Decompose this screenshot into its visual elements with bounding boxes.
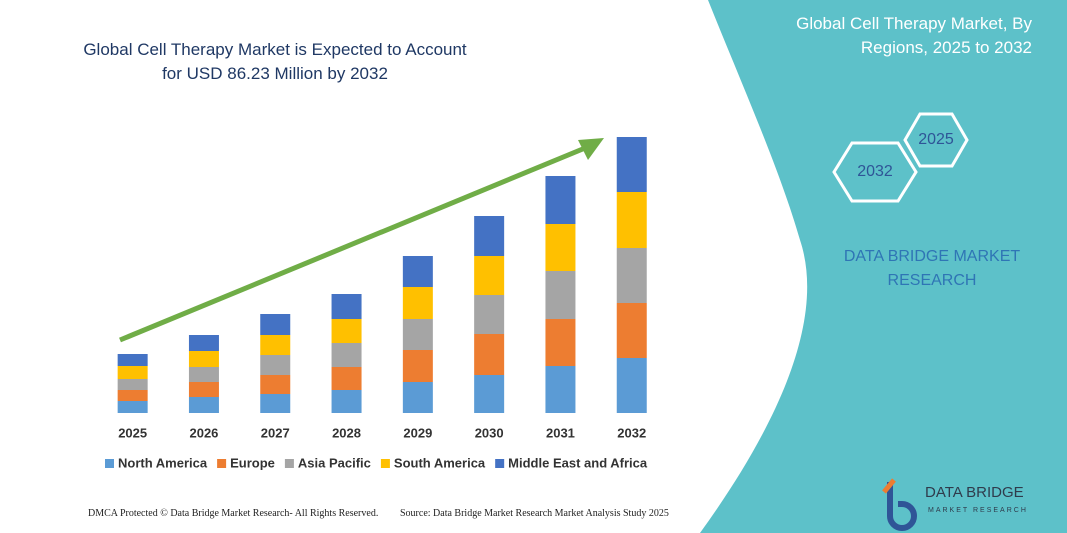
panel-title: Global Cell Therapy Market, By Regions, … bbox=[796, 14, 1032, 57]
bar-segment bbox=[117, 401, 148, 413]
x-tick-label: 2028 bbox=[332, 425, 361, 440]
bar-segment bbox=[402, 319, 433, 350]
bar-segment bbox=[474, 295, 505, 334]
x-tick-label: 2027 bbox=[261, 425, 290, 440]
bar-segment bbox=[402, 287, 433, 319]
legend-swatch bbox=[380, 459, 390, 468]
bar-segment bbox=[331, 390, 362, 413]
bar-segment bbox=[474, 334, 505, 375]
logo-tagline: MARKET RESEARCH bbox=[928, 507, 1028, 514]
bar-segment bbox=[545, 319, 576, 366]
chart-title: Global Cell Therapy Market is Expected t… bbox=[83, 40, 467, 83]
x-tick-label: 2031 bbox=[546, 425, 575, 440]
bar-segment bbox=[260, 335, 291, 355]
bar-segment bbox=[117, 366, 148, 379]
hexagon bbox=[903, 112, 969, 168]
side-panel bbox=[700, 0, 1067, 533]
logo-name: DATA BRIDGE bbox=[925, 484, 1024, 501]
bar-segment bbox=[402, 382, 433, 413]
bar-segment bbox=[188, 335, 219, 351]
legend-swatch bbox=[495, 459, 505, 468]
logo-mark bbox=[882, 478, 896, 494]
legend-label: North America bbox=[118, 455, 208, 470]
bar-segment bbox=[616, 248, 647, 303]
footer-right: Source: Data Bridge Market Research Mark… bbox=[400, 508, 669, 519]
bar-segment bbox=[188, 351, 219, 367]
bar-segment bbox=[331, 343, 362, 367]
bar-segment bbox=[616, 192, 647, 248]
legend-label: South America bbox=[394, 455, 486, 470]
bar-segment bbox=[331, 367, 362, 390]
bar-segment bbox=[545, 271, 576, 319]
bar-segment bbox=[545, 366, 576, 413]
x-tick-label: 2030 bbox=[475, 425, 504, 440]
bar-segment bbox=[474, 375, 505, 413]
bar-segment bbox=[545, 176, 576, 224]
bar-segment bbox=[402, 256, 433, 287]
bar-segment bbox=[545, 224, 576, 271]
x-tick-label: 2029 bbox=[403, 425, 432, 440]
bar-segment bbox=[260, 375, 291, 394]
bar-segment bbox=[616, 358, 647, 413]
brand-text: DATA BRIDGE MARKET RESEARCH bbox=[843, 248, 1021, 289]
hex-label: 2032 bbox=[857, 163, 893, 180]
arrow-head bbox=[578, 138, 604, 160]
bar-segment bbox=[331, 294, 362, 319]
bar-segment bbox=[616, 303, 647, 358]
legend-swatch bbox=[105, 459, 114, 468]
bar-segment bbox=[260, 314, 291, 335]
legend-label: Europe bbox=[230, 455, 275, 470]
bar-segment bbox=[616, 137, 647, 192]
trend-arrow bbox=[119, 143, 591, 343]
x-tick-label: 2025 bbox=[118, 425, 147, 440]
bar-segment bbox=[260, 394, 291, 413]
legend-swatch bbox=[217, 459, 227, 468]
hex-label: 2025 bbox=[918, 131, 954, 148]
bar-segment bbox=[402, 350, 433, 382]
bar-segment bbox=[260, 355, 291, 375]
bar-segment bbox=[117, 379, 148, 390]
x-tick-label: 2026 bbox=[189, 425, 218, 440]
bar-segment bbox=[474, 256, 505, 295]
bar-segment bbox=[331, 319, 362, 343]
legend-label: Asia Pacific bbox=[298, 455, 371, 470]
bar-segment bbox=[117, 390, 148, 401]
bar-segment bbox=[188, 382, 219, 397]
footer-left: DMCA Protected © Data Bridge Market Rese… bbox=[88, 508, 379, 519]
bar-segment bbox=[188, 367, 219, 382]
bar-segment bbox=[474, 216, 505, 256]
bar-segment bbox=[117, 354, 148, 366]
hexagon bbox=[832, 141, 918, 203]
bar-segment bbox=[188, 397, 219, 413]
legend-label: Middle East and Africa bbox=[508, 455, 648, 470]
logo-mark bbox=[887, 482, 917, 531]
legend-swatch bbox=[284, 459, 294, 468]
x-tick-label: 2032 bbox=[617, 425, 646, 440]
